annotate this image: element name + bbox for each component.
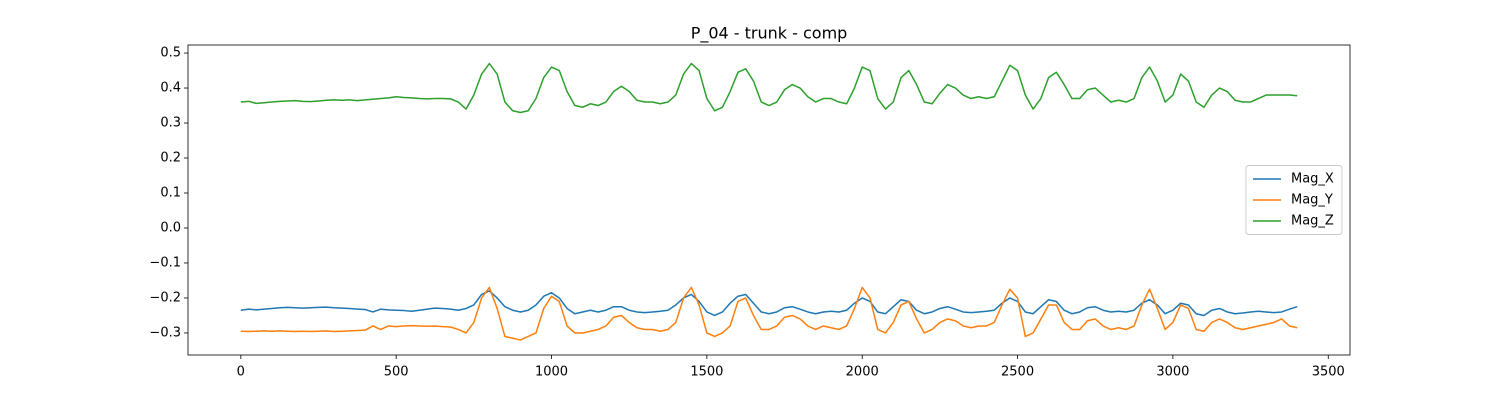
y-tick-label: 0.1 [160,186,181,201]
y-tick-label: 0.4 [160,81,181,96]
x-tick-label: 500 [384,365,409,380]
x-tick-label: 2500 [1001,365,1034,380]
legend-box [1245,165,1343,235]
legend-label: Mag_Z [1291,214,1334,229]
legend-label: Mag_X [1291,172,1334,187]
chart-title: P_04 - trunk - comp [691,24,848,44]
plot-frame [187,44,1351,356]
x-tick-label: 1500 [690,365,723,380]
y-tick-label: −0.2 [149,290,181,305]
y-tick-label: −0.1 [149,255,181,270]
x-tick-label: 3000 [1156,365,1189,380]
data-line [240,286,1298,341]
y-tick-label: 0.3 [160,116,181,131]
y-tick-label: 0.2 [160,151,181,166]
x-tick-label: 2000 [846,365,879,380]
data-line [240,290,1298,317]
y-tick-label: −0.3 [149,325,181,340]
legend-label: Mag_Y [1291,193,1333,208]
data-line [240,62,1298,114]
x-tick-label: 0 [237,365,245,380]
y-tick-label: 0.0 [160,220,181,235]
y-tick-label: 0.5 [160,46,181,61]
x-tick-label: 1000 [535,365,568,380]
x-tick-label: 3500 [1312,365,1345,380]
plot-lines [240,62,1298,341]
